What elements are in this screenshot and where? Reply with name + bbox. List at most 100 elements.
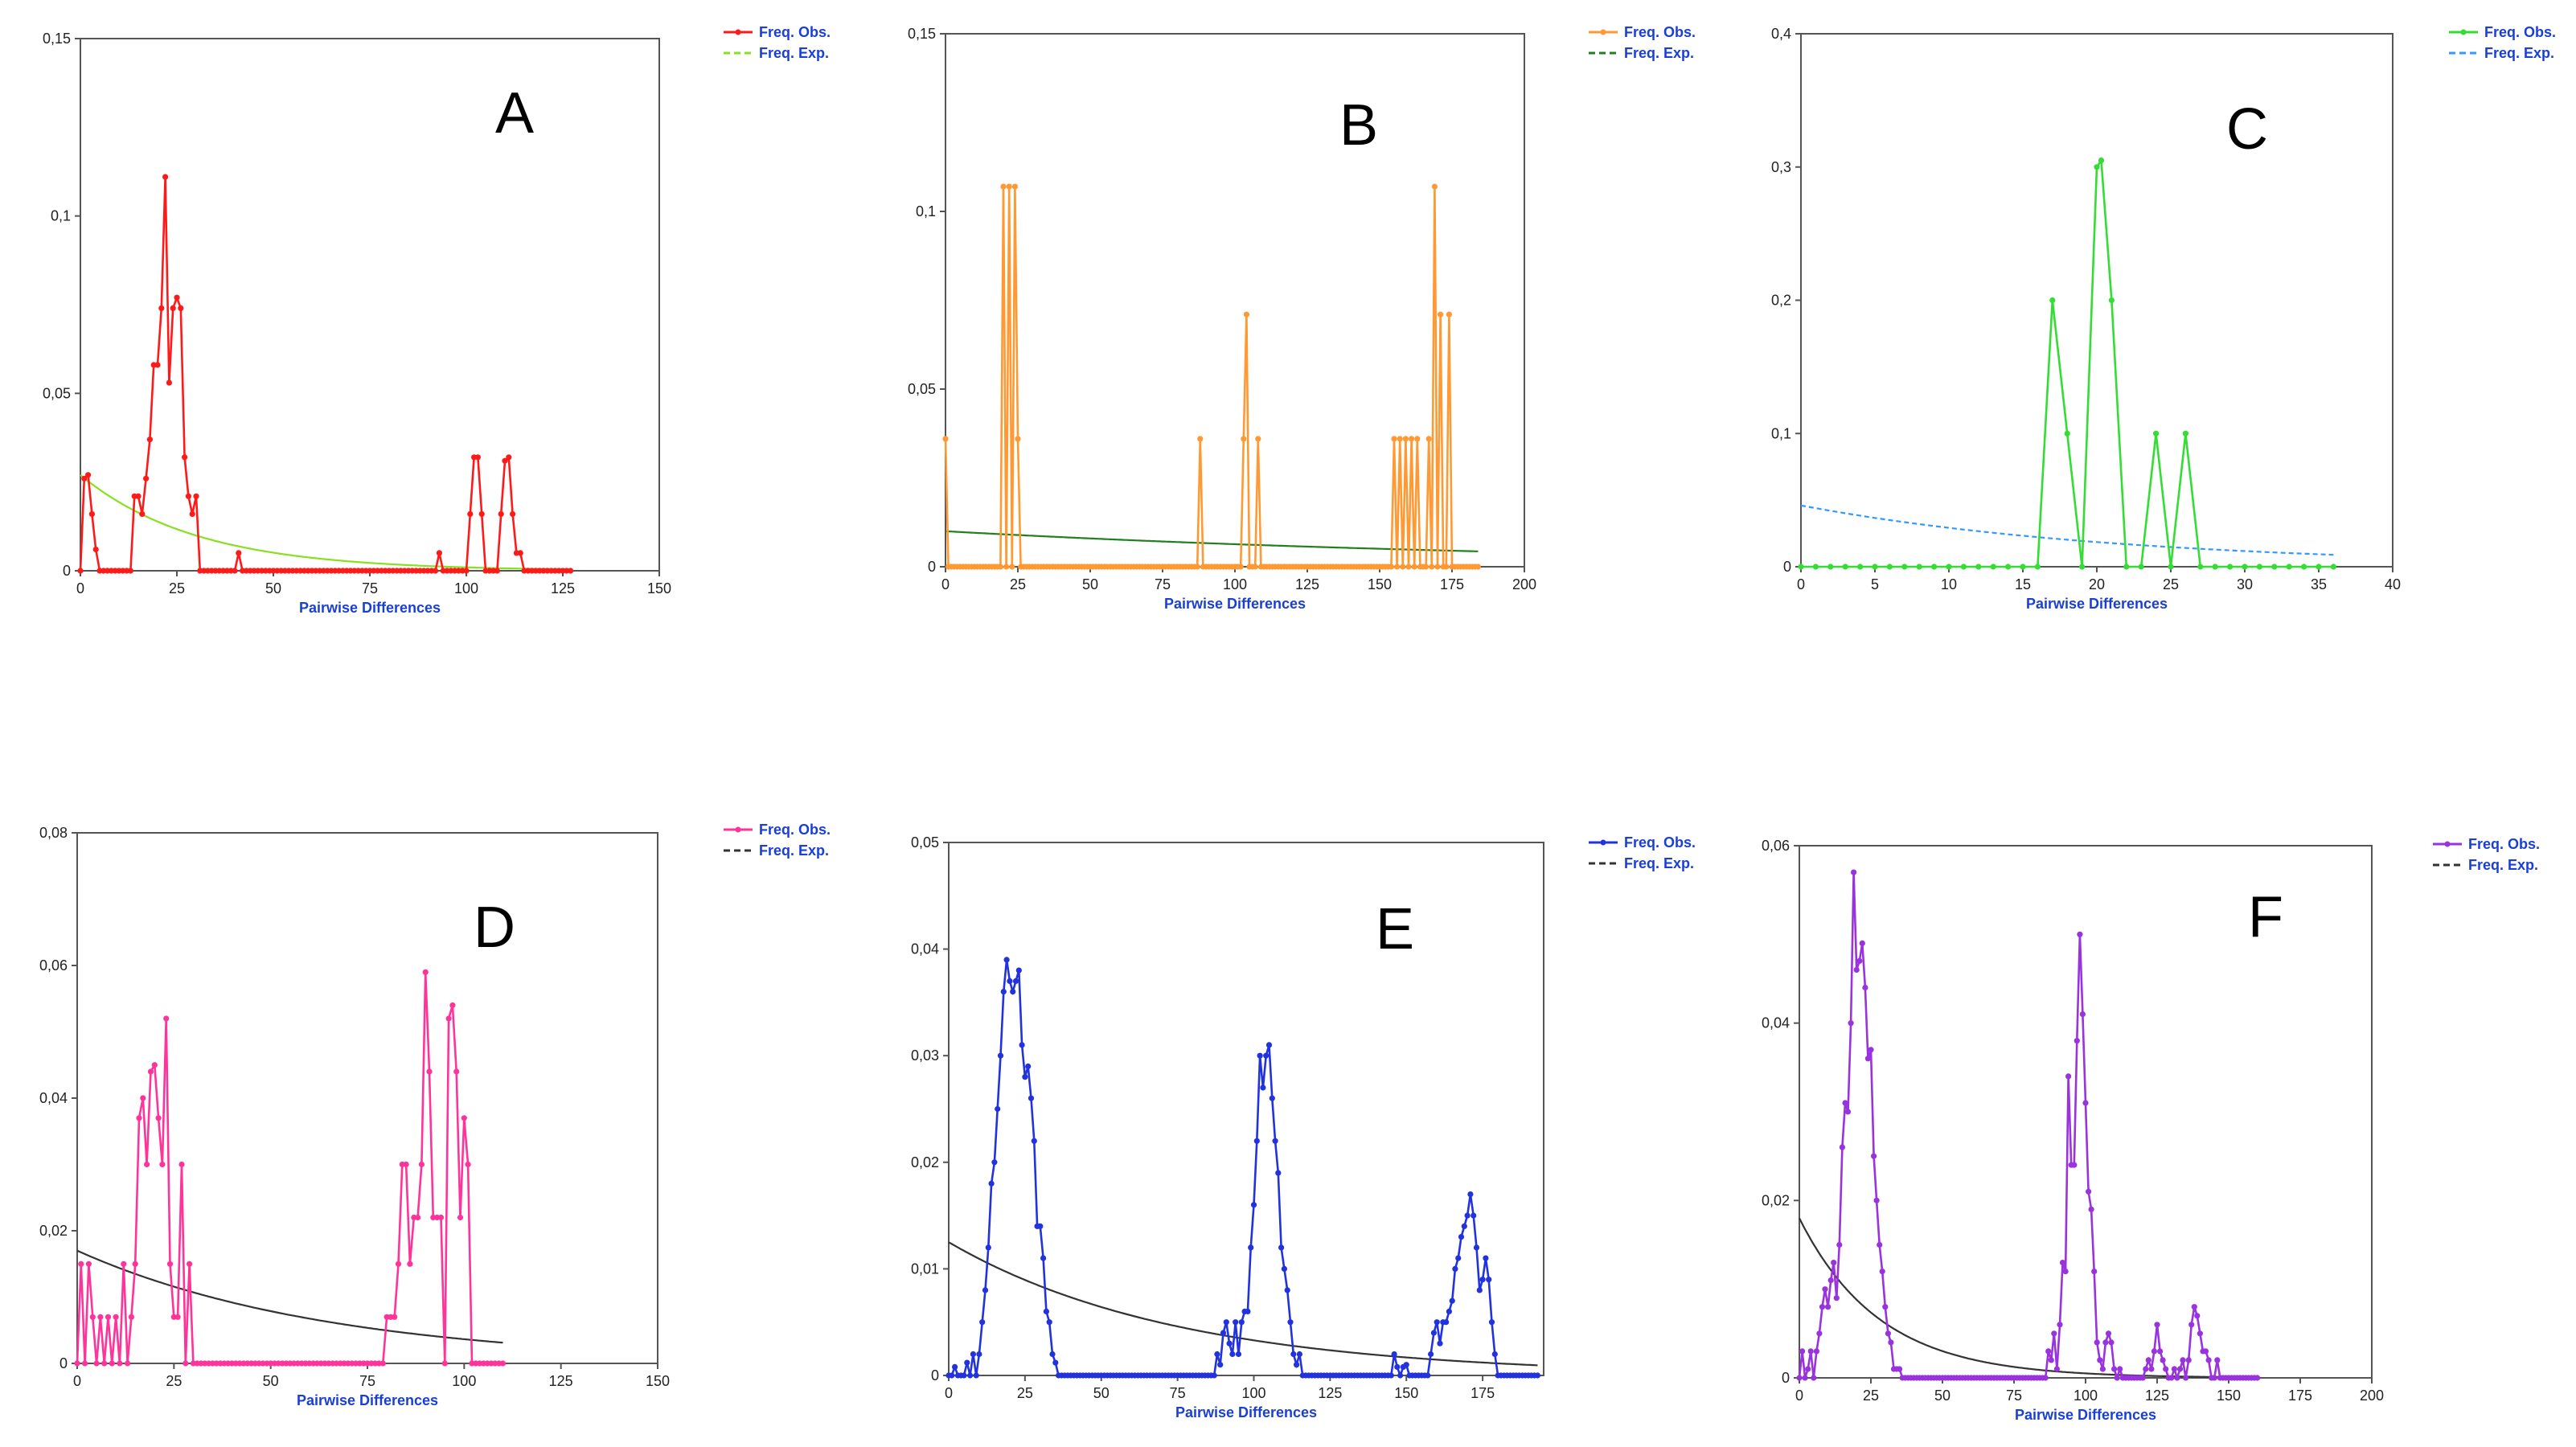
panel-f-observed-point bbox=[2197, 1330, 2203, 1337]
panel-e-observed-point bbox=[1425, 1372, 1431, 1379]
panel-a-observed-point bbox=[170, 305, 176, 311]
panel-b-xtick-label: 25 bbox=[1010, 576, 1026, 592]
panel-f-observed-point bbox=[1873, 1197, 1880, 1203]
panel-c-observed-point bbox=[1975, 564, 1982, 570]
panel-f-ytick-label: 0,02 bbox=[1762, 1192, 1790, 1208]
panel-a-observed-point bbox=[506, 454, 512, 461]
panel-a-ytick-label: 0,1 bbox=[51, 208, 71, 224]
panel-e-observed-point bbox=[1233, 1319, 1239, 1326]
panel-f-observed-point bbox=[2117, 1366, 2123, 1372]
panel-e-observed-point bbox=[1226, 1340, 1233, 1347]
panel-d-observed-points bbox=[74, 969, 507, 1367]
panel-b-observed-point bbox=[1241, 436, 1247, 442]
panel-e-xtick-label: 175 bbox=[1471, 1385, 1495, 1401]
panel-b-xtick-label: 125 bbox=[1295, 576, 1319, 592]
panel-a-observed-point bbox=[135, 493, 142, 499]
panel-d-xtick-label: 0 bbox=[73, 1373, 81, 1389]
panel-b-observed-point bbox=[1252, 564, 1258, 570]
panel-c-legend-obs-label: Freq. Obs. bbox=[2484, 24, 2556, 40]
panel-a-xaxis-label: Pairwise Differences bbox=[299, 600, 441, 616]
panel-e-observed-point bbox=[1012, 978, 1019, 984]
panel-e-xaxis-label: Pairwise Differences bbox=[1175, 1404, 1317, 1420]
panel-e-observed-point bbox=[949, 1372, 955, 1379]
panel-d-observed-point bbox=[113, 1314, 119, 1320]
panel-a-observed-point bbox=[510, 510, 516, 518]
panel-d-ytick-label: 0 bbox=[59, 1355, 68, 1371]
panel-d-observed-point bbox=[426, 1068, 433, 1075]
panel-b-observed-point bbox=[1000, 183, 1007, 190]
panel-e-observed-point bbox=[1397, 1372, 1404, 1379]
panel-e-observed-point bbox=[1257, 1052, 1263, 1059]
panel-f-xtick-label: 0 bbox=[1795, 1388, 1803, 1404]
panel-f-observed-point bbox=[2045, 1348, 2052, 1355]
panel-c-xtick-label: 0 bbox=[1797, 576, 1805, 592]
panel-f-ytick-label: 0,06 bbox=[1762, 838, 1790, 854]
panel-e-observed-point bbox=[1449, 1297, 1455, 1304]
panel-b-observed-point bbox=[1402, 436, 1409, 442]
panel-a-observed-point bbox=[498, 510, 504, 518]
panel-e-observed-point bbox=[1238, 1319, 1245, 1326]
panel-f-observed-point bbox=[1822, 1286, 1828, 1293]
panel-b-observed-point bbox=[1237, 564, 1244, 570]
panel-f-observed-point bbox=[2108, 1339, 2115, 1346]
panel-e-observed-point bbox=[985, 1244, 991, 1251]
panel-a-observed-point bbox=[568, 568, 574, 574]
panel-e-observed-point bbox=[1294, 1362, 1300, 1368]
panel-a-observed-point bbox=[185, 493, 191, 499]
panel-f-series-expected bbox=[1799, 1217, 2258, 1379]
panel-f-observed-point bbox=[2211, 1375, 2217, 1381]
panel-b-xtick-label: 200 bbox=[1512, 576, 1536, 592]
panel-e-observed-point bbox=[1488, 1319, 1495, 1326]
panel-a-observed-point bbox=[154, 362, 161, 368]
panel-f-ytick-label: 0,04 bbox=[1762, 1015, 1790, 1031]
panel-a-observed-point bbox=[162, 174, 169, 180]
panel-a-observed-point bbox=[178, 305, 184, 311]
panel-a-plot-frame bbox=[80, 38, 660, 572]
panel-d-observed-point bbox=[499, 1360, 507, 1367]
panel-f-observed-point bbox=[1844, 1109, 1852, 1115]
panel-a-ytick-label: 0,05 bbox=[43, 385, 71, 401]
panel-e-xtick-label: 125 bbox=[1318, 1385, 1342, 1401]
panel-c-xtick-label: 5 bbox=[1871, 576, 1879, 592]
panel-d-observed-point bbox=[461, 1115, 467, 1121]
panel-a-observed-point bbox=[474, 454, 482, 461]
panel-d-observed-point bbox=[93, 1360, 100, 1367]
panel-e-observed-point bbox=[1049, 1351, 1056, 1358]
panel-d-observed-point bbox=[163, 1015, 170, 1022]
panel-f-observed-point bbox=[1877, 1241, 1883, 1248]
panel-b-letter: B bbox=[1339, 93, 1378, 158]
panel-b-observed-point bbox=[1438, 311, 1444, 318]
panel-c-ytick-label: 0,2 bbox=[1771, 293, 1791, 309]
panel-e-ytick-label: 0,02 bbox=[911, 1154, 939, 1170]
panel-f-observed-point bbox=[1805, 1366, 1811, 1372]
panel-c-ytick-label: 0,1 bbox=[1771, 425, 1791, 441]
panel-e-ytick-label: 0 bbox=[931, 1367, 939, 1383]
panel-e-observed-point bbox=[1443, 1319, 1450, 1326]
panel-b-observed-point bbox=[1400, 564, 1406, 570]
panel-c-observed-point bbox=[2256, 564, 2262, 570]
panel-d-ytick-label: 0,08 bbox=[39, 825, 68, 841]
panel-f-xtick-label: 150 bbox=[2217, 1388, 2241, 1404]
panel-d-observed-point bbox=[140, 1095, 146, 1101]
panel-e-observed-point bbox=[1446, 1308, 1452, 1314]
panel-c-series-expected bbox=[1800, 504, 2334, 556]
panel-d-observed-point bbox=[449, 1002, 456, 1009]
panel-b-observed-point bbox=[942, 436, 949, 442]
panel-e-observed-point bbox=[1010, 989, 1016, 995]
panel-f-observed-point bbox=[2188, 1322, 2195, 1328]
panel-d-observed-point bbox=[422, 969, 429, 975]
panel-d-observed-point bbox=[465, 1161, 471, 1168]
panel-e-observed-point bbox=[1265, 1042, 1273, 1048]
panel-c-ytick-label: 0 bbox=[1783, 559, 1791, 575]
panel-d-xtick-label: 125 bbox=[549, 1373, 573, 1389]
panel-d-observed-point bbox=[144, 1161, 150, 1168]
panel-b-observed-point bbox=[1009, 564, 1015, 570]
panel-e-observed-point bbox=[1473, 1244, 1480, 1251]
panel-d-xtick-label: 150 bbox=[646, 1373, 670, 1389]
panel-f-observed-point bbox=[2168, 1375, 2175, 1381]
panel-d-observed-point bbox=[445, 1015, 452, 1022]
panel-f-observed-point bbox=[2254, 1375, 2261, 1381]
panel-e-observed-point bbox=[1000, 989, 1007, 995]
panel-f-observed-point bbox=[1842, 1100, 1848, 1106]
